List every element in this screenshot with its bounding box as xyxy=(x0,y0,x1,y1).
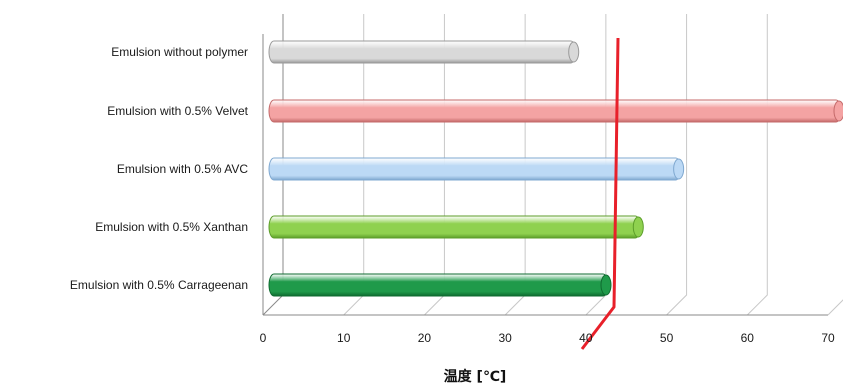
category-label-2: Emulsion with 0.5% AVC xyxy=(117,162,249,176)
x-axis-ticks: 0 10 20 30 40 50 60 70 xyxy=(260,331,835,345)
tick-label-20: 20 xyxy=(418,331,432,345)
x-axis-title: 温度 [℃] xyxy=(444,368,507,385)
gridline-60 xyxy=(746,14,768,316)
bar-0 xyxy=(268,40,577,64)
bar-cap-3 xyxy=(632,216,644,238)
bar-cap-4 xyxy=(600,274,612,296)
tick-label-70: 70 xyxy=(821,331,835,345)
tick-label-0: 0 xyxy=(260,331,267,345)
bar-2 xyxy=(268,157,682,181)
tick-label-60: 60 xyxy=(741,331,755,345)
bars xyxy=(268,40,843,297)
bar-3 xyxy=(268,215,641,239)
category-label-0: Emulsion without polymer xyxy=(111,45,248,59)
gridline-70 xyxy=(827,299,843,316)
category-label-4: Emulsion with 0.5% Carrageenan xyxy=(70,278,248,292)
reference-line xyxy=(580,37,620,350)
bar-cap-2 xyxy=(673,158,685,180)
bar-1 xyxy=(268,99,842,123)
bar-cap-0 xyxy=(568,41,580,63)
reference-line-group xyxy=(580,37,620,350)
bar-cap-1 xyxy=(833,100,843,122)
tick-label-10: 10 xyxy=(337,331,351,345)
category-label-3: Emulsion with 0.5% Xanthan xyxy=(95,220,248,234)
category-labels: Emulsion without polymer Emulsion with 0.… xyxy=(70,45,249,292)
bar-4 xyxy=(268,273,609,297)
category-label-1: Emulsion with 0.5% Velvet xyxy=(107,104,248,118)
tick-label-40: 40 xyxy=(579,331,593,345)
tick-label-30: 30 xyxy=(498,331,512,345)
tick-label-50: 50 xyxy=(660,331,674,345)
